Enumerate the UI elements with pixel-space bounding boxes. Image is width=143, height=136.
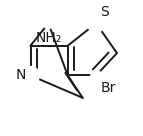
Text: NH₂: NH₂ — [35, 31, 61, 45]
Text: N: N — [16, 68, 26, 82]
Circle shape — [87, 14, 105, 32]
Circle shape — [43, 18, 54, 29]
Circle shape — [22, 67, 39, 84]
Circle shape — [91, 70, 101, 81]
Text: Br: Br — [101, 81, 116, 95]
Text: S: S — [101, 5, 109, 19]
